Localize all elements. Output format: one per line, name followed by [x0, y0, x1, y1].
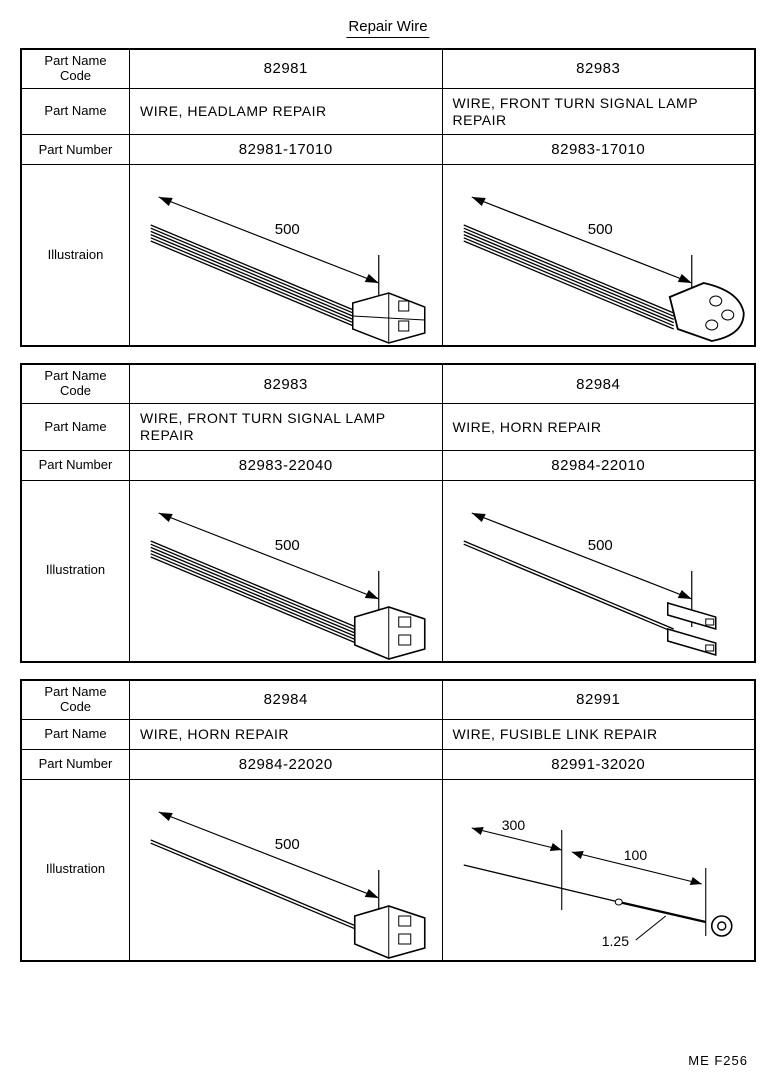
code-left: 82981	[130, 50, 443, 88]
label-illustration: Illustration	[22, 780, 130, 960]
label-number: Part Number	[22, 451, 130, 480]
illustration-right: 300 100 1.25	[443, 780, 755, 960]
code-left: 82983	[130, 365, 443, 403]
name-right: WIRE, HORN REPAIR	[443, 404, 755, 450]
spec-block: Part NameCode 82984 82991 Part Name WIRE…	[20, 679, 756, 962]
spec-block: Part NameCode 82983 82984 Part Name WIRE…	[20, 363, 756, 662]
reference-code: ME F256	[688, 1053, 748, 1068]
page: Repair Wire Part NameCode 82981 82983 Pa…	[0, 0, 776, 1084]
code-right: 82991	[443, 681, 755, 719]
svg-text:500: 500	[275, 836, 300, 853]
name-right: WIRE, FRONT TURN SIGNAL LAMP REPAIR	[443, 89, 755, 135]
label-name: Part Name	[22, 404, 130, 450]
name-right: WIRE, FUSIBLE LINK REPAIR	[443, 720, 755, 749]
svg-text:500: 500	[275, 221, 300, 238]
label-code: Part NameCode	[22, 50, 130, 88]
page-title: Repair Wire	[346, 18, 429, 38]
number-left: 82983-22040	[130, 451, 443, 480]
spec-block: Part NameCode 82981 82983 Part Name WIRE…	[20, 48, 756, 347]
label-name: Part Name	[22, 720, 130, 749]
illustration-left: 500	[130, 780, 443, 960]
illustration-left: 500	[130, 165, 443, 345]
code-right: 82984	[443, 365, 755, 403]
label-code: Part NameCode	[22, 365, 130, 403]
label-number: Part Number	[22, 135, 130, 164]
number-left: 82981-17010	[130, 135, 443, 164]
code-right: 82983	[443, 50, 755, 88]
svg-text:300: 300	[501, 817, 525, 833]
name-left: WIRE, HEADLAMP REPAIR	[130, 89, 443, 135]
name-left: WIRE, HORN REPAIR	[130, 720, 443, 749]
svg-text:100: 100	[623, 847, 647, 863]
number-left: 82984-22020	[130, 750, 443, 779]
label-code: Part NameCode	[22, 681, 130, 719]
illustration-left: 500	[130, 481, 443, 661]
number-right: 82983-17010	[443, 135, 755, 164]
label-illustration: Illustration	[22, 481, 130, 661]
blocks-container: Part NameCode 82981 82983 Part Name WIRE…	[20, 48, 756, 962]
label-name: Part Name	[22, 89, 130, 135]
svg-text:500: 500	[587, 537, 612, 554]
label-number: Part Number	[22, 750, 130, 779]
name-left: WIRE, FRONT TURN SIGNAL LAMP REPAIR	[130, 404, 443, 450]
label-illustration: Illustraion	[22, 165, 130, 345]
svg-text:500: 500	[587, 221, 612, 238]
svg-text:500: 500	[275, 537, 300, 554]
illustration-right: 500	[443, 165, 755, 345]
svg-text:1.25: 1.25	[601, 933, 628, 949]
code-left: 82984	[130, 681, 443, 719]
number-right: 82991-32020	[443, 750, 755, 779]
number-right: 82984-22010	[443, 451, 755, 480]
illustration-right: 500	[443, 481, 755, 661]
